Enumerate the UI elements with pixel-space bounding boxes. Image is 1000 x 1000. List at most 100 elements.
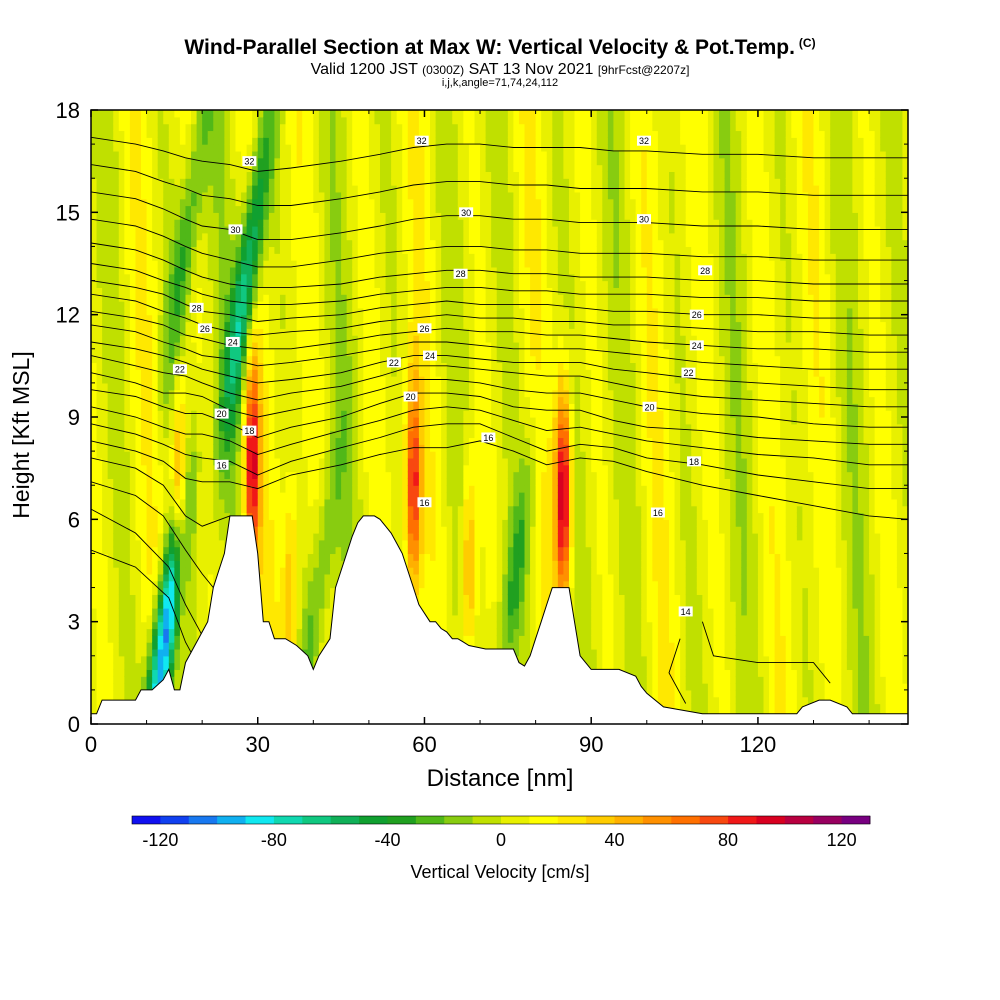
w-cell	[107, 451, 114, 459]
w-cell	[274, 116, 281, 125]
w-cell	[302, 239, 309, 248]
w-cell	[124, 110, 131, 118]
w-cell	[374, 471, 381, 479]
w-cell	[168, 191, 175, 200]
w-cell	[263, 512, 270, 520]
w-cell	[335, 417, 342, 425]
w-cell	[135, 348, 142, 357]
w-cell	[279, 110, 287, 118]
w-cell	[129, 662, 137, 671]
w-cell	[324, 567, 331, 575]
w-cell	[307, 123, 314, 132]
w-cell	[218, 205, 225, 213]
w-cell	[229, 273, 237, 282]
w-cell	[152, 137, 159, 145]
w-cell	[157, 144, 164, 152]
w-cell	[168, 116, 175, 125]
w-cell	[396, 539, 403, 548]
w-cell	[318, 560, 326, 568]
w-cell	[168, 157, 175, 166]
w-cell	[263, 608, 270, 616]
w-cell	[257, 123, 264, 132]
w-cell	[202, 260, 209, 268]
w-cell	[285, 430, 292, 439]
w-cell	[335, 225, 342, 234]
w-cell	[341, 328, 348, 336]
w-cell	[374, 239, 381, 248]
w-cell	[185, 505, 192, 514]
w-cell	[285, 492, 292, 500]
w-cell	[285, 635, 292, 643]
w-cell	[368, 273, 376, 282]
w-cell	[213, 301, 220, 309]
w-cell	[363, 232, 370, 241]
w-cell	[380, 389, 387, 398]
w-cell	[279, 253, 287, 261]
w-cell	[352, 219, 359, 227]
w-cell	[302, 478, 309, 486]
w-cell	[235, 485, 242, 493]
w-cell	[374, 260, 381, 268]
w-cell	[374, 232, 381, 241]
w-cell	[263, 294, 270, 302]
w-cell	[391, 396, 398, 404]
w-cell	[129, 492, 137, 500]
w-cell	[141, 437, 148, 445]
w-cell	[118, 382, 125, 391]
w-cell	[107, 560, 114, 568]
w-cell	[185, 110, 192, 118]
w-cell	[129, 191, 137, 200]
w-cell	[96, 437, 103, 445]
w-cell	[313, 492, 320, 500]
w-cell	[218, 519, 225, 527]
w-cell	[324, 594, 331, 602]
w-cell	[113, 539, 120, 548]
w-cell	[274, 198, 281, 207]
w-cell	[91, 532, 98, 541]
w-cell	[291, 110, 298, 118]
w-cell	[257, 335, 264, 343]
w-cell	[91, 430, 98, 439]
w-cell	[318, 608, 326, 616]
w-cell	[380, 266, 387, 275]
w-cell	[296, 519, 303, 527]
w-cell	[157, 369, 164, 377]
w-cell	[102, 205, 109, 213]
w-cell	[341, 260, 348, 268]
w-cell	[174, 642, 181, 650]
w-cell	[291, 328, 298, 336]
w-cell	[107, 471, 114, 479]
w-cell	[335, 498, 342, 507]
w-cell	[135, 444, 142, 452]
w-cell	[318, 628, 326, 636]
w-cell	[107, 253, 114, 261]
w-cell	[152, 560, 159, 568]
w-cell	[152, 123, 159, 132]
w-cell	[152, 157, 159, 166]
w-cell	[191, 328, 198, 336]
w-cell	[107, 403, 114, 411]
w-cell	[257, 178, 264, 186]
w-cell	[174, 314, 181, 323]
w-cell	[285, 266, 292, 275]
w-cell	[385, 410, 392, 418]
w-cell	[113, 648, 120, 657]
w-cell	[107, 198, 114, 207]
w-cell	[124, 628, 131, 636]
w-cell	[146, 642, 153, 650]
w-cell	[285, 382, 292, 391]
w-cell	[324, 307, 331, 316]
w-cell	[168, 266, 175, 275]
w-cell	[374, 382, 381, 391]
w-cell	[263, 369, 270, 377]
w-cell	[102, 417, 109, 425]
w-cell	[207, 157, 214, 166]
w-cell	[146, 587, 153, 595]
w-cell	[374, 369, 381, 377]
w-cell	[341, 198, 348, 207]
w-cell	[229, 451, 237, 459]
w-cell	[296, 526, 303, 534]
w-cell	[307, 492, 314, 500]
w-cell	[163, 621, 170, 630]
w-cell	[152, 396, 159, 404]
